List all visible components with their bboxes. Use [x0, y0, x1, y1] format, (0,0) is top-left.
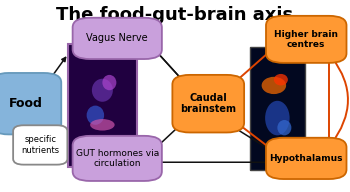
- Text: Caudal
brainstem: Caudal brainstem: [180, 93, 236, 114]
- Text: Hypothalamus: Hypothalamus: [270, 154, 343, 163]
- Ellipse shape: [86, 106, 104, 125]
- Text: Higher brain
centres: Higher brain centres: [274, 30, 338, 49]
- FancyBboxPatch shape: [172, 75, 244, 132]
- FancyBboxPatch shape: [266, 16, 346, 63]
- FancyBboxPatch shape: [250, 47, 304, 170]
- Text: The food-gut-brain axis: The food-gut-brain axis: [56, 6, 294, 24]
- FancyBboxPatch shape: [68, 44, 136, 167]
- Ellipse shape: [265, 101, 290, 135]
- FancyBboxPatch shape: [0, 73, 61, 134]
- Ellipse shape: [262, 77, 286, 94]
- Text: Vagus Nerve: Vagus Nerve: [86, 33, 148, 43]
- FancyBboxPatch shape: [73, 136, 162, 181]
- Ellipse shape: [90, 119, 115, 131]
- FancyBboxPatch shape: [266, 138, 346, 179]
- Text: specific
nutrients: specific nutrients: [21, 135, 59, 155]
- Ellipse shape: [102, 75, 116, 90]
- Ellipse shape: [277, 120, 291, 135]
- Ellipse shape: [92, 79, 113, 102]
- FancyBboxPatch shape: [73, 18, 162, 59]
- FancyBboxPatch shape: [13, 125, 67, 165]
- Text: Food: Food: [9, 97, 43, 110]
- Ellipse shape: [274, 74, 288, 85]
- Text: GUT hormones via
circulation: GUT hormones via circulation: [76, 149, 159, 168]
